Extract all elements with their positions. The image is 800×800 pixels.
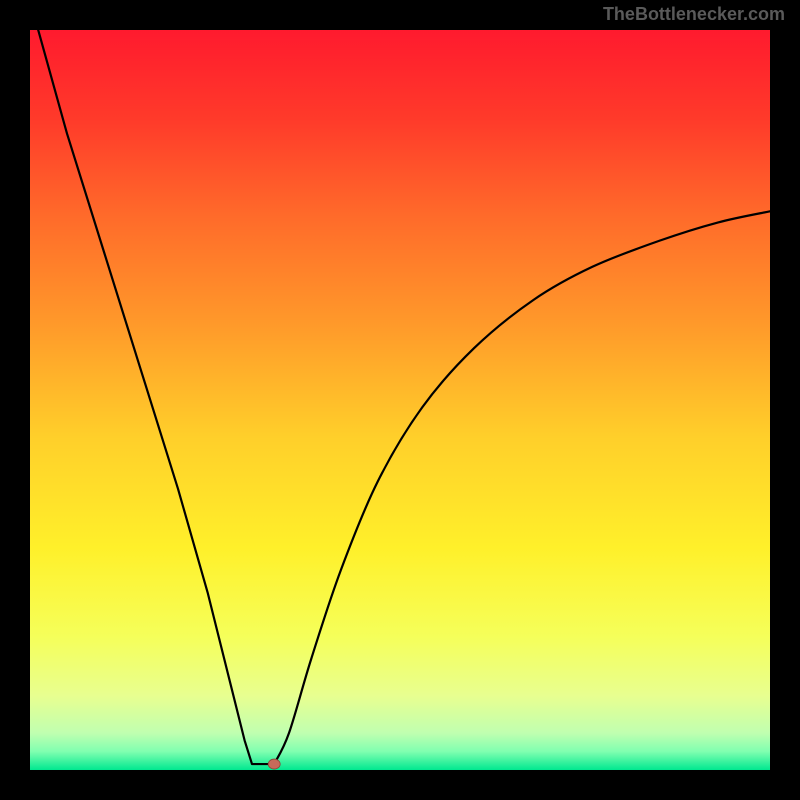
chart-svg xyxy=(0,0,800,800)
chart-container: TheBottlenecker.com xyxy=(0,0,800,800)
watermark-text: TheBottlenecker.com xyxy=(603,4,785,25)
plot-area xyxy=(30,30,770,770)
optimum-marker xyxy=(268,759,280,769)
